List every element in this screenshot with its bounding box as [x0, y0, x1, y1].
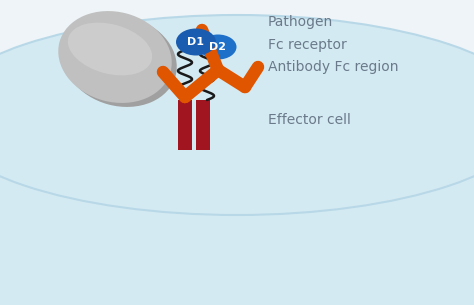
Ellipse shape: [58, 11, 172, 103]
Ellipse shape: [63, 15, 177, 107]
Bar: [0, 110, 474, 305]
Text: Effector cell: Effector cell: [268, 113, 351, 127]
Text: Pathogen: Pathogen: [268, 15, 333, 29]
Text: Fc receptor: Fc receptor: [268, 38, 347, 52]
Ellipse shape: [200, 34, 237, 59]
Ellipse shape: [176, 28, 216, 56]
Bar: [178, 100, 192, 150]
Text: D2: D2: [210, 42, 227, 52]
Text: Antibody Fc region: Antibody Fc region: [268, 60, 399, 74]
Ellipse shape: [0, 15, 474, 215]
Bar: [196, 100, 210, 150]
Ellipse shape: [68, 23, 152, 75]
Text: D1: D1: [188, 37, 204, 47]
